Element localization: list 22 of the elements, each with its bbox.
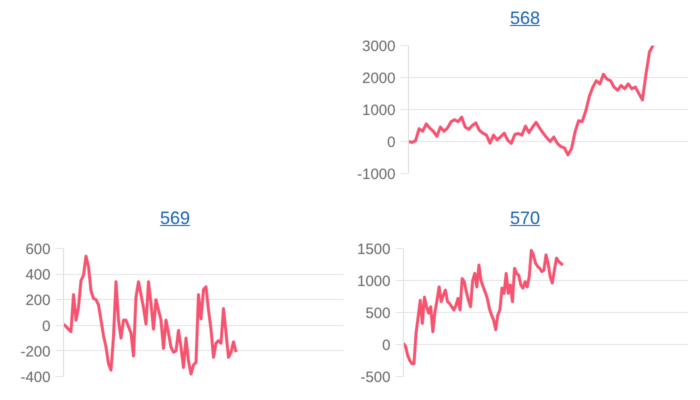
y-tick-label: 500 (365, 305, 391, 322)
chart-title: 570 (510, 208, 540, 228)
y-tick-label: -200 (20, 343, 51, 360)
y-tick-label: 2000 (362, 70, 396, 87)
y-tick-label: 0 (42, 318, 50, 335)
y-tick-label: 200 (25, 292, 51, 310)
chart-title: 568 (510, 8, 540, 28)
line-series (64, 254, 238, 376)
y-tick-label: -1000 (357, 166, 396, 183)
y-tick-label: 600 (25, 241, 51, 258)
y-tick-label: -400 (20, 369, 51, 386)
y-tick-label: 1000 (362, 102, 396, 119)
chart-title: 569 (160, 208, 190, 228)
y-tick-label: -500 (360, 369, 391, 386)
y-tick-label: 400 (25, 266, 51, 284)
y-tick-label: 1500 (357, 241, 391, 258)
line-series (404, 248, 564, 366)
y-tick-label: 0 (387, 134, 396, 151)
y-tick-label: 1000 (357, 273, 391, 290)
line-series (408, 46, 655, 156)
y-tick-label: 0 (382, 337, 390, 354)
y-tick-label: 3000 (362, 38, 396, 55)
